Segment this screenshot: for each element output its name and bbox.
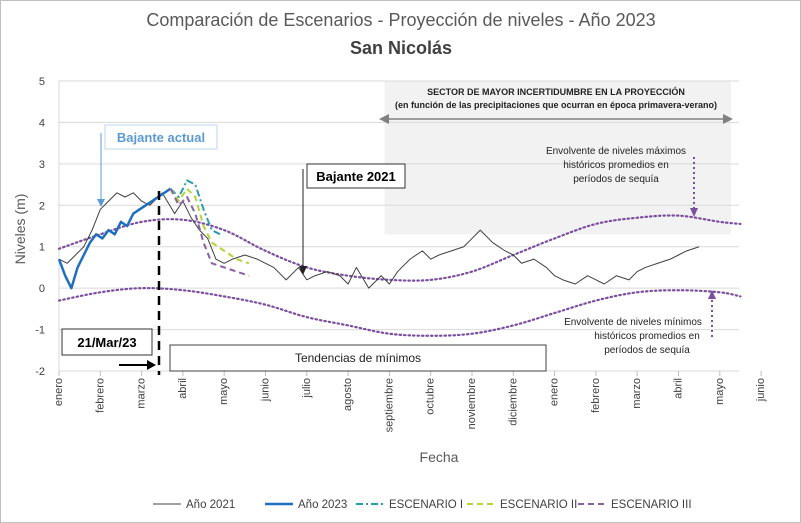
y-tick-label: 5 bbox=[39, 76, 45, 88]
x-tick-label: septiembre bbox=[383, 378, 395, 432]
x-tick-label: mayo bbox=[218, 378, 230, 405]
bajante-2021-box bbox=[306, 163, 406, 189]
y-axis-label: Niveles (m) bbox=[12, 194, 28, 265]
x-tick-label: marzo bbox=[631, 378, 643, 409]
sector-subtitle: (en función de las precipitaciones que o… bbox=[395, 100, 717, 110]
uncertainty-sector-shade bbox=[384, 81, 731, 235]
env-min-arrow-icon bbox=[708, 290, 716, 299]
y-tick-label: -2 bbox=[35, 366, 45, 378]
chart-title: Comparación de Escenarios - Proyección d… bbox=[146, 10, 655, 30]
env-max-line-2: históricos promedios en bbox=[563, 160, 669, 171]
env-min-line-3: períodos de sequía bbox=[604, 345, 690, 356]
y-tick-label: 2 bbox=[39, 200, 45, 212]
y-tick-label: 1 bbox=[39, 242, 45, 254]
tendencias-label: Tendencias de mínimos bbox=[295, 351, 421, 365]
axis-ticks: 5 4 3 2 1 0 -1 -2 enero febrero marzo abril mayo juni… bbox=[35, 76, 767, 432]
legend: Año 2021 Año 2023 ESCENARIO I ESCENARIO II E… bbox=[153, 499, 692, 511]
x-tick-label: enero bbox=[53, 378, 65, 406]
y-tick-label: 3 bbox=[39, 159, 45, 171]
x-tick-label: agosto bbox=[342, 378, 354, 411]
fecha-corte-label: 21/Mar/23 bbox=[77, 335, 136, 350]
env-min-annotation: Envolvente de niveles mínimos históricos… bbox=[564, 290, 716, 356]
x-tick-label: enero bbox=[549, 378, 561, 406]
env-max-line-3: períodos de sequía bbox=[573, 174, 659, 185]
bajante-actual-label: Bajante actual bbox=[117, 130, 205, 145]
bajante-2021-label: Bajante 2021 bbox=[316, 169, 396, 184]
x-tick-label: julio bbox=[301, 378, 313, 399]
bajante-actual-annotation: Bajante actual bbox=[97, 124, 218, 207]
fecha-corte-annotation: 21/Mar/23 bbox=[61, 191, 161, 375]
x-tick-label: diciembre bbox=[507, 378, 519, 426]
legend-item-label: Año 2021 bbox=[186, 499, 235, 511]
y-tick-label: 0 bbox=[39, 283, 45, 295]
x-tick-label: febrero bbox=[590, 378, 602, 413]
legend-item-label: ESCENARIO I bbox=[389, 499, 463, 511]
bajante-actual-arrow-icon bbox=[97, 199, 105, 207]
bajante-actual-box bbox=[104, 124, 218, 150]
series-escenario-2-line bbox=[169, 187, 250, 265]
x-tick-label: marzo bbox=[136, 378, 148, 409]
bajante-2021-arrow-icon bbox=[299, 266, 307, 275]
fecha-corte-arrow-icon bbox=[147, 360, 156, 370]
envelope-min-line bbox=[57, 286, 742, 337]
sector-title: SECTOR DE MAYOR INCERTIDUMBRE EN LA PROY… bbox=[427, 86, 685, 97]
fecha-corte-box bbox=[61, 328, 153, 356]
sector-left-arrow-icon bbox=[379, 114, 389, 124]
tendencias-box bbox=[169, 344, 547, 372]
series-escenario-3-line bbox=[169, 188, 250, 277]
envelope-curves bbox=[57, 214, 742, 337]
uncertainty-sector-annotation: SECTOR DE MAYOR INCERTIDUMBRE EN LA PROY… bbox=[379, 86, 733, 124]
series-lines bbox=[57, 179, 700, 290]
chart-subtitle: San Nicolás bbox=[350, 38, 452, 58]
x-tick-label: noviembre bbox=[466, 378, 478, 429]
legend-item-label: Año 2023 bbox=[298, 499, 347, 511]
x-tick-label: mayo bbox=[714, 378, 726, 405]
y-tick-label: -1 bbox=[35, 325, 45, 337]
tendencias-annotation: Tendencias de mínimos bbox=[169, 344, 547, 372]
env-max-line-1: Envolvente de niveles máximos bbox=[546, 146, 686, 157]
series-escenario-1-line bbox=[169, 179, 221, 236]
x-tick-label: junio bbox=[260, 378, 272, 402]
legend-item-label: ESCENARIO III bbox=[611, 499, 692, 511]
x-tick-label: octubre bbox=[425, 378, 437, 415]
y-tick-label: 4 bbox=[39, 117, 45, 129]
x-tick-label: abril bbox=[177, 378, 189, 399]
legend-item-label: ESCENARIO II bbox=[500, 499, 577, 511]
env-max-annotation: Envolvente de niveles máximos históricos… bbox=[546, 146, 698, 217]
bajante-2021-annotation: Bajante 2021 bbox=[299, 163, 406, 275]
env-min-line-2: históricos promedios en bbox=[594, 331, 700, 342]
series-2023-line bbox=[57, 187, 172, 290]
sector-right-arrow-icon bbox=[723, 114, 733, 124]
env-max-arrow-icon bbox=[690, 208, 698, 217]
x-tick-label: febrero bbox=[94, 378, 106, 413]
x-axis-label: Fecha bbox=[420, 449, 459, 465]
x-tick-label: abril bbox=[673, 378, 685, 399]
x-tick-label: junio bbox=[755, 378, 767, 402]
envelope-max-line bbox=[57, 214, 742, 282]
env-min-line-1: Envolvente de niveles mínimos bbox=[564, 317, 702, 328]
